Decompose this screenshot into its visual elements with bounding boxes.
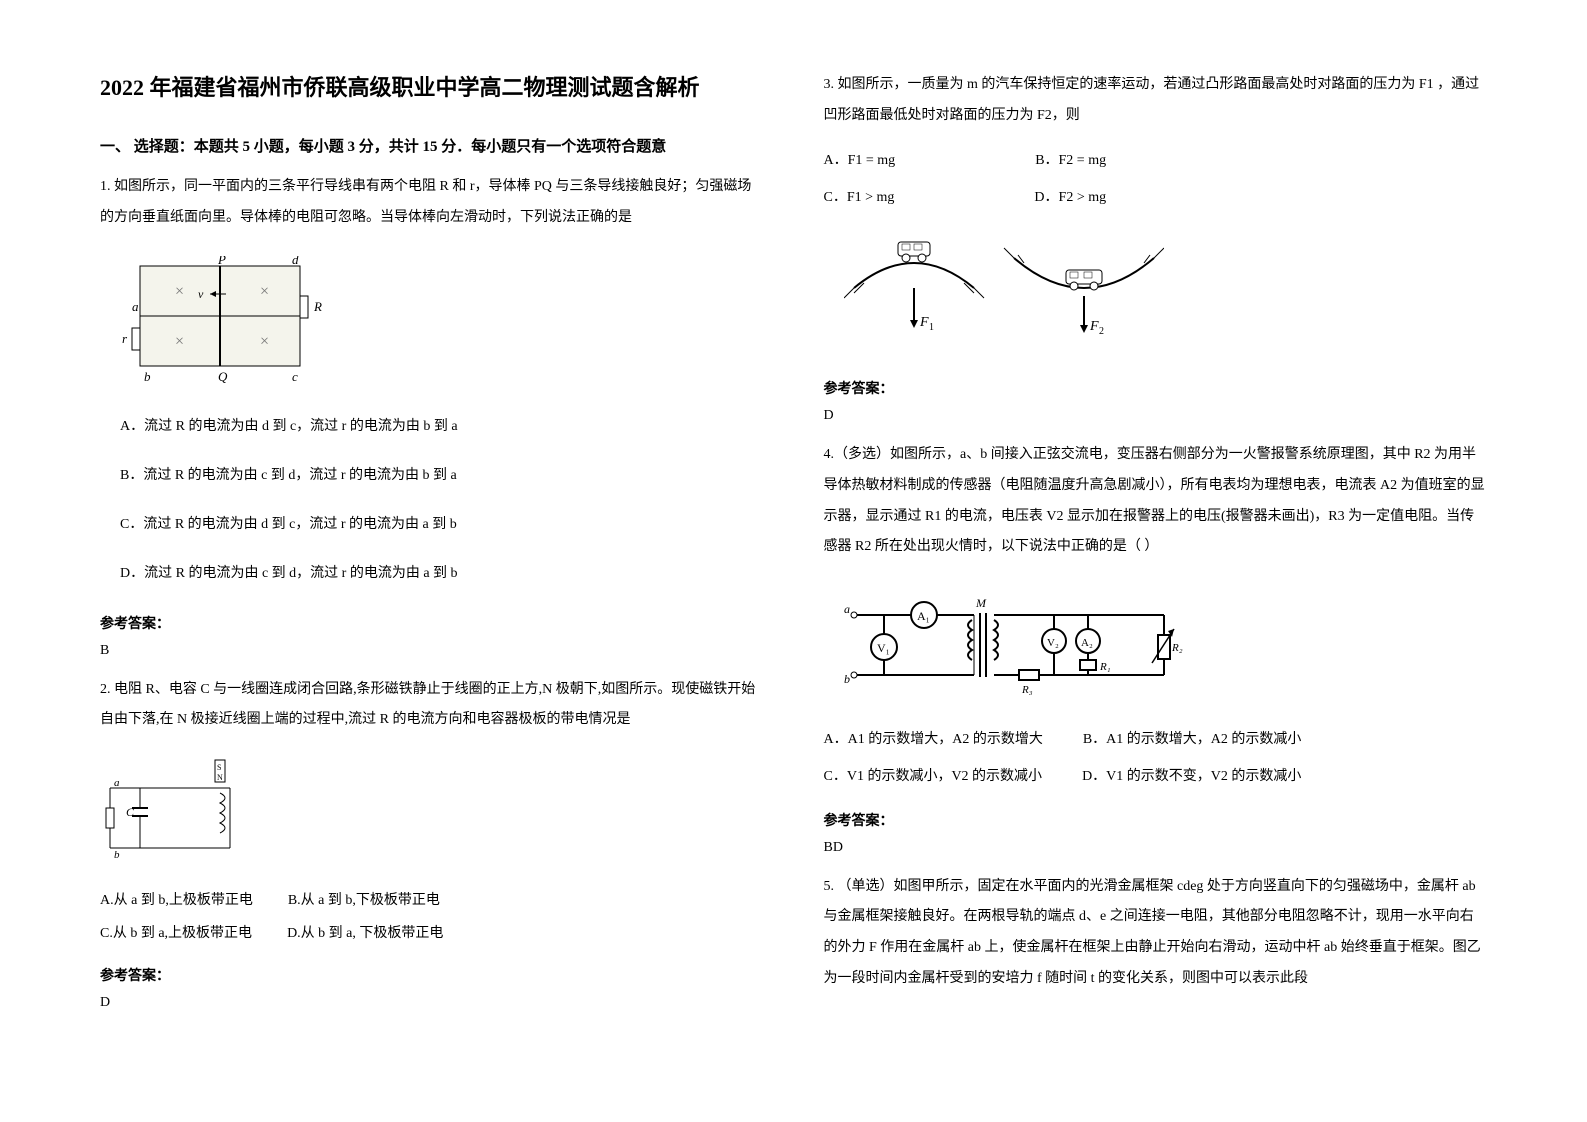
section-1-header: 一、 选择题：本题共 5 小题，每小题 3 分，共计 15 分．每小题只有一个选… bbox=[100, 135, 764, 156]
svg-text:V₁: V₁ bbox=[877, 641, 890, 655]
q1-figure: × × × × v R r a b c d P Q bbox=[120, 256, 764, 386]
q3-options-cd: C．F1 > mg D．F2 > mg bbox=[824, 185, 1488, 210]
q4-figure: a b A₁ V₁ M V₂ bbox=[844, 585, 1488, 705]
svg-text:b: b bbox=[844, 672, 850, 686]
svg-text:F: F bbox=[919, 315, 929, 330]
q3-stem: 3. 如图所示，一质量为 m 的汽车保持恒定的速率运动，若通过凸形路面最高处时对… bbox=[824, 70, 1488, 132]
q4-answer-label: 参考答案： bbox=[824, 810, 1488, 830]
q4-option-d: D．V1 的示数不变，V2 的示数减小 bbox=[1082, 764, 1301, 789]
svg-text:C: C bbox=[126, 805, 135, 819]
q2-option-c: C.从 b 到 a,上极板带正电 bbox=[100, 926, 252, 941]
svg-text:M: M bbox=[975, 596, 987, 610]
q4-answer: BD bbox=[824, 840, 1488, 856]
q3-answer-label: 参考答案： bbox=[824, 378, 1488, 398]
svg-text:a: a bbox=[844, 602, 850, 616]
svg-text:2: 2 bbox=[1099, 326, 1104, 337]
q2-answer-label: 参考答案： bbox=[100, 965, 764, 985]
q1-option-c: C．流过 R 的电流为由 d 到 c，流过 r 的电流为由 a 到 b bbox=[120, 512, 764, 537]
svg-text:P: P bbox=[217, 256, 226, 267]
q3-answer: D bbox=[824, 408, 1488, 424]
svg-text:a: a bbox=[132, 299, 139, 314]
q4-option-c: C．V1 的示数减小，V2 的示数减小 bbox=[824, 764, 1043, 789]
svg-text:R: R bbox=[100, 811, 101, 825]
svg-text:a: a bbox=[114, 777, 120, 789]
svg-text:×: × bbox=[260, 283, 269, 300]
exam-title: 2022 年福建省福州市侨联高级职业中学高二物理测试题含解析 bbox=[100, 70, 764, 105]
q1-answer: B bbox=[100, 643, 764, 659]
svg-text:c: c bbox=[292, 369, 298, 384]
q4-options-ab: A．A1 的示数增大，A2 的示数增大 B．A1 的示数增大，A2 的示数减小 bbox=[824, 727, 1488, 752]
svg-text:×: × bbox=[175, 283, 184, 300]
q1-option-b: B．流过 R 的电流为由 c 到 d，流过 r 的电流为由 b 到 a bbox=[120, 463, 764, 488]
q4-options-cd: C．V1 的示数减小，V2 的示数减小 D．V1 的示数不变，V2 的示数减小 bbox=[824, 764, 1488, 789]
left-column: 2022 年福建省福州市侨联高级职业中学高二物理测试题含解析 一、 选择题：本题… bbox=[100, 70, 764, 1052]
svg-text:S: S bbox=[217, 763, 221, 772]
svg-text:A₂: A₂ bbox=[1081, 637, 1093, 649]
q1-option-a: A．流过 R 的电流为由 d 到 c，流过 r 的电流为由 b 到 a bbox=[120, 414, 764, 439]
q2-figure: R C S N a b bbox=[100, 758, 764, 868]
right-column: 3. 如图所示，一质量为 m 的汽车保持恒定的速率运动，若通过凸形路面最高处时对… bbox=[824, 70, 1488, 1052]
q3-options-ab: A．F1 = mg B．F2 = mg bbox=[824, 148, 1488, 173]
svg-text:d: d bbox=[292, 256, 299, 267]
svg-text:R₁: R₁ bbox=[1099, 661, 1111, 673]
q2-stem: 2. 电阻 R、电容 C 与一线圈连成闭合回路,条形磁铁静止于线圈的正上方,N … bbox=[100, 675, 764, 737]
svg-text:1: 1 bbox=[929, 322, 934, 333]
svg-text:R₂: R₂ bbox=[1171, 642, 1183, 654]
q3-option-b: B．F2 = mg bbox=[1035, 148, 1106, 173]
q4-stem: 4.（多选）如图所示，a、b 间接入正弦交流电，变压器右侧部分为一火警报警系统原… bbox=[824, 440, 1488, 563]
q2-options-ab: A.从 a 到 b,上极板带正电 B.从 a 到 b,下极板带正电 bbox=[100, 888, 764, 913]
q4-option-b: B．A1 的示数增大，A2 的示数减小 bbox=[1083, 727, 1302, 752]
svg-text:A₁: A₁ bbox=[917, 609, 930, 623]
svg-text:V₂: V₂ bbox=[1047, 637, 1059, 649]
q5-stem: 5. （单选）如图甲所示，固定在水平面内的光滑金属框架 cdeg 处于方向竖直向… bbox=[824, 872, 1488, 995]
svg-text:b: b bbox=[144, 369, 151, 384]
q3-option-c: C．F1 > mg bbox=[824, 185, 895, 210]
svg-text:F: F bbox=[1089, 319, 1099, 334]
q2-options-cd: C.从 b 到 a,上极板带正电 D.从 b 到 a, 下极板带正电 bbox=[100, 921, 764, 946]
q3-figure: F 1 F 2 bbox=[844, 228, 1488, 348]
q1-stem: 1. 如图所示，同一平面内的三条平行导线串有两个电阻 R 和 r，导体棒 PQ … bbox=[100, 172, 764, 234]
q2-option-d: D.从 b 到 a, 下极板带正电 bbox=[287, 926, 443, 941]
q3-option-a: A．F1 = mg bbox=[824, 148, 896, 173]
svg-text:×: × bbox=[260, 333, 269, 350]
svg-text:R: R bbox=[313, 299, 322, 314]
svg-text:v: v bbox=[198, 287, 204, 301]
svg-text:×: × bbox=[175, 333, 184, 350]
q2-option-a: A.从 a 到 b,上极板带正电 bbox=[100, 893, 253, 908]
svg-text:b: b bbox=[114, 849, 120, 861]
q1-answer-label: 参考答案： bbox=[100, 613, 764, 633]
svg-text:Q: Q bbox=[218, 369, 228, 384]
svg-text:N: N bbox=[217, 773, 223, 782]
q2-option-b: B.从 a 到 b,下极板带正电 bbox=[288, 893, 440, 908]
svg-text:R₃: R₃ bbox=[1021, 684, 1033, 696]
q2-answer: D bbox=[100, 995, 764, 1011]
q4-option-a: A．A1 的示数增大，A2 的示数增大 bbox=[824, 727, 1043, 752]
q1-option-d: D．流过 R 的电流为由 c 到 d，流过 r 的电流为由 a 到 b bbox=[120, 561, 764, 586]
q3-option-d: D．F2 > mg bbox=[1034, 185, 1106, 210]
svg-text:r: r bbox=[122, 331, 128, 346]
